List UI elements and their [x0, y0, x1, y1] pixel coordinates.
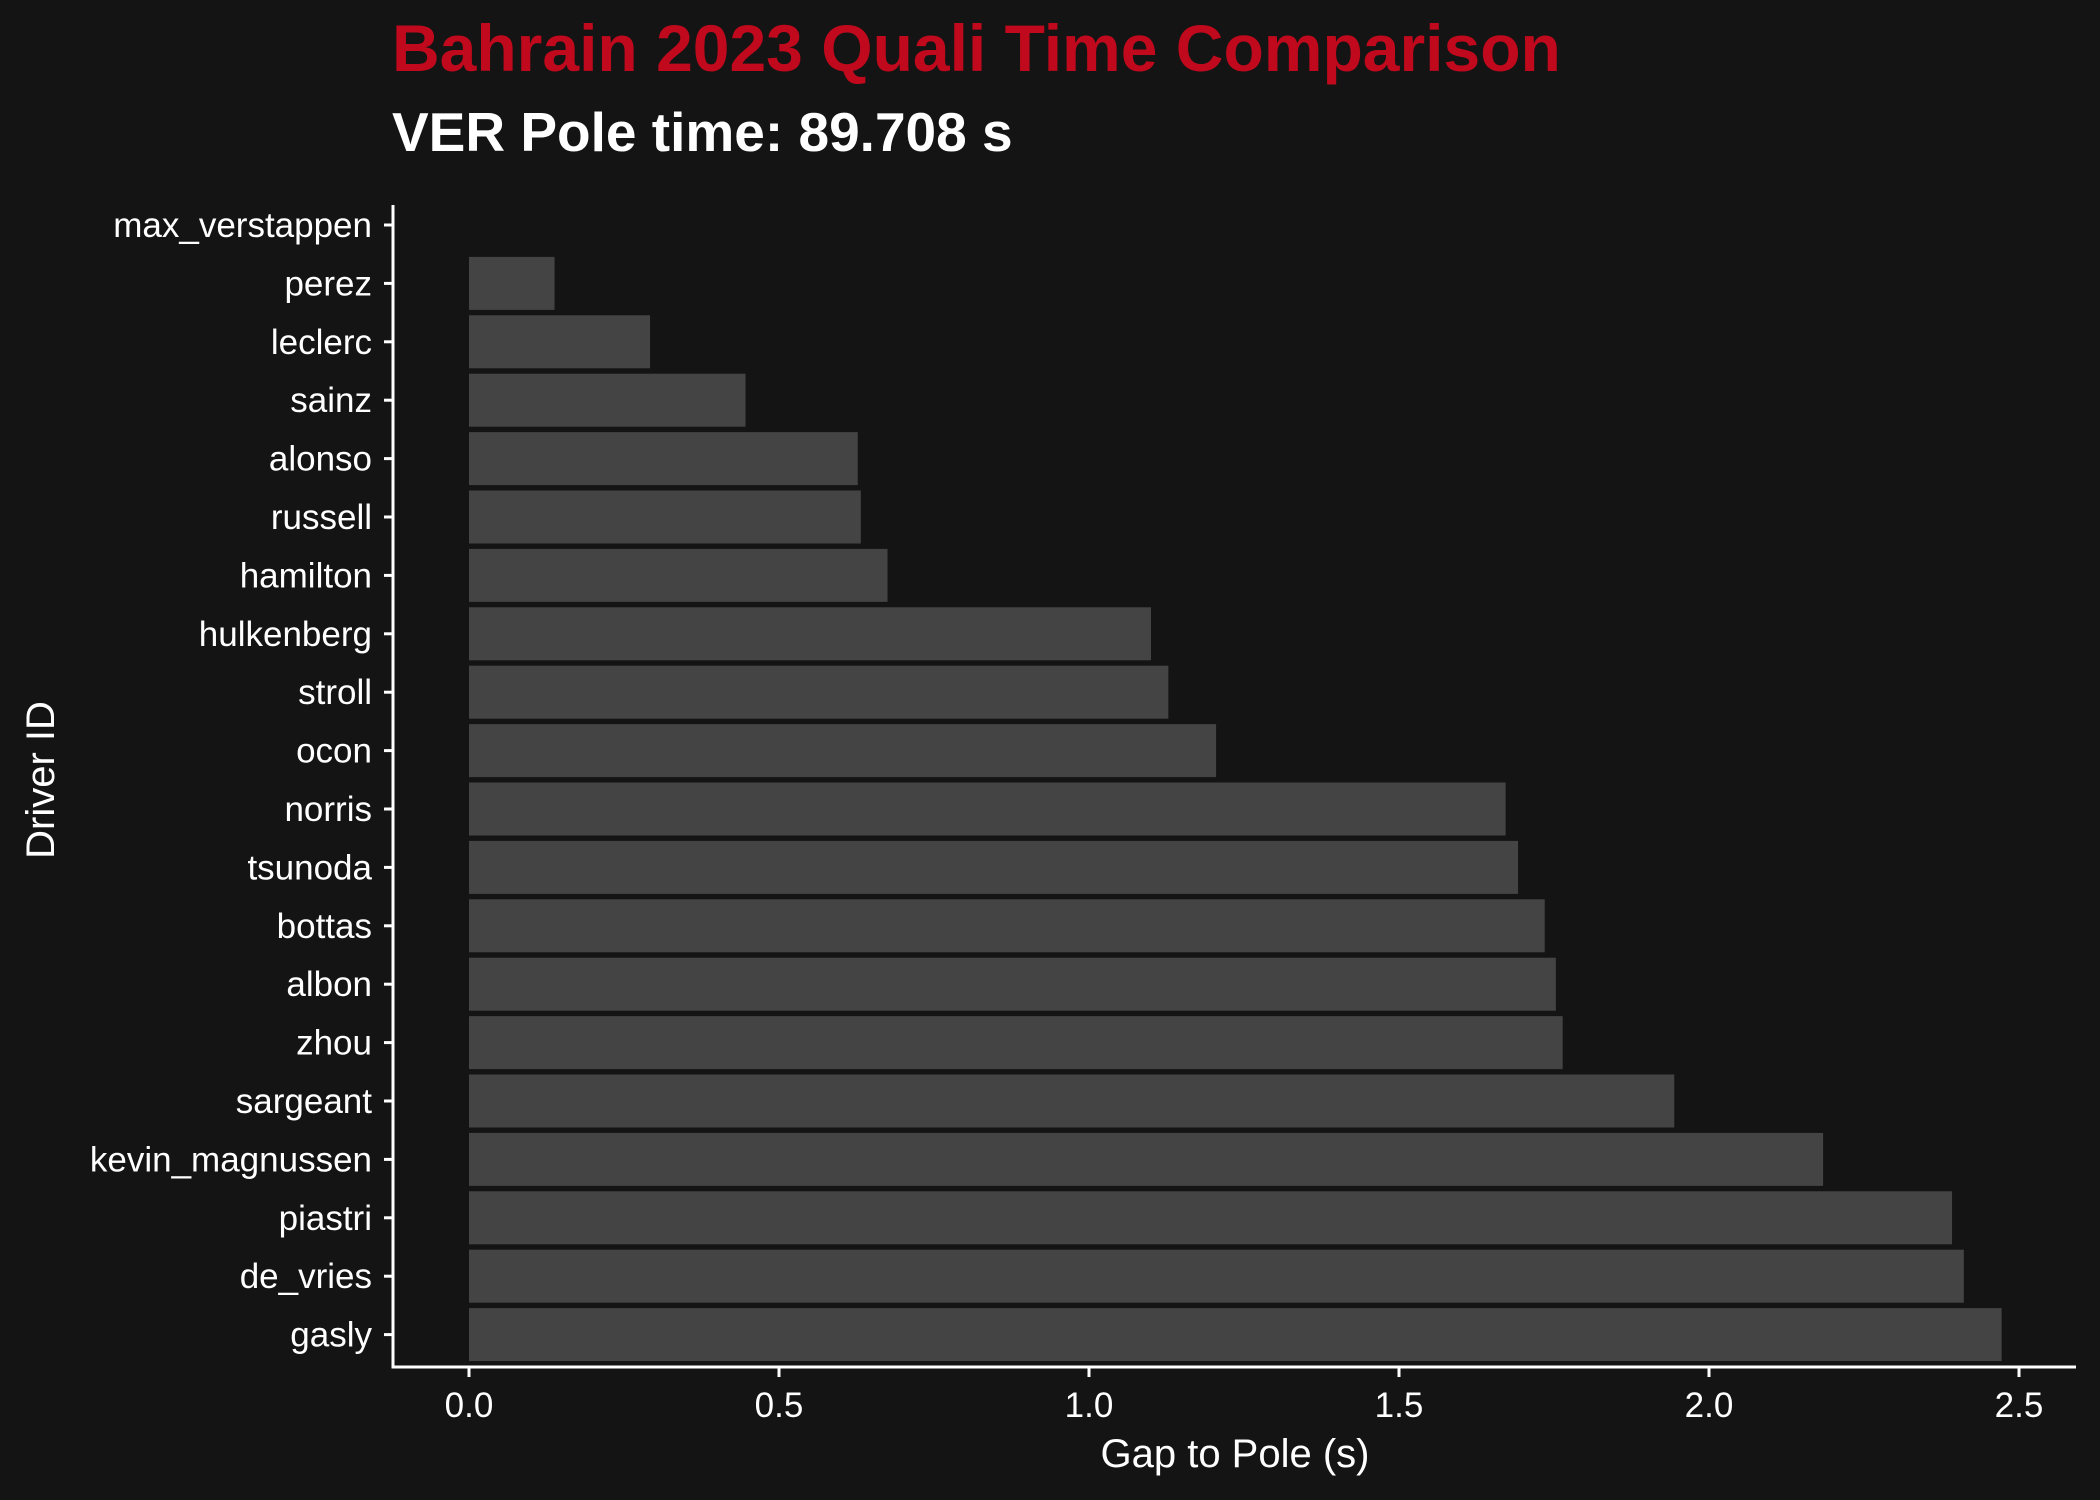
y-tick-label: hamilton	[240, 556, 372, 595]
bar-ocon	[469, 724, 1217, 778]
x-tick-label: 0.5	[755, 1386, 804, 1425]
y-tick-label: tsunoda	[247, 848, 372, 887]
y-tick-label: alonso	[269, 440, 372, 479]
bar-russell	[469, 490, 861, 544]
bar-hamilton	[469, 548, 888, 602]
y-tick-label: leclerc	[271, 323, 372, 362]
bar-leclerc	[469, 315, 651, 369]
bar-de_vries	[469, 1249, 1964, 1303]
y-tick-label: gasly	[290, 1316, 372, 1355]
x-axis-title: Gap to Pole (s)	[1100, 1432, 1369, 1476]
y-tick-label: hulkenberg	[199, 615, 372, 654]
bar-zhou	[469, 1016, 1563, 1070]
bar-sainz	[469, 373, 746, 427]
y-tick-label: ocon	[296, 732, 372, 771]
y-tick-label: stroll	[298, 673, 372, 712]
bar-tsunoda	[469, 840, 1519, 894]
x-tick-label: 2.0	[1685, 1386, 1734, 1425]
y-tick-label: russell	[271, 498, 372, 537]
x-tick-label: 1.5	[1375, 1386, 1424, 1425]
bar-perez	[469, 256, 555, 310]
y-tick-label: albon	[286, 965, 372, 1004]
x-tick-label: 2.5	[1995, 1386, 2044, 1425]
x-tick-label: 0.0	[445, 1386, 494, 1425]
bar-albon	[469, 957, 1556, 1011]
y-axis-title: Driver ID	[19, 701, 63, 859]
y-tick-label: max_verstappen	[113, 206, 372, 245]
bar-hulkenberg	[469, 607, 1151, 661]
y-tick-label: zhou	[296, 1024, 372, 1063]
bar-piastri	[469, 1191, 1953, 1245]
y-tick-label: norris	[284, 790, 372, 829]
bar-alonso	[469, 432, 858, 486]
y-tick-label: bottas	[277, 907, 372, 946]
bar-gasly	[469, 1308, 2002, 1362]
y-tick-label: sainz	[290, 381, 372, 420]
bar-norris	[469, 782, 1506, 836]
x-tick-label: 1.0	[1065, 1386, 1114, 1425]
bar-sargeant	[469, 1074, 1675, 1128]
bar-stroll	[469, 665, 1169, 719]
y-tick-label: kevin_magnussen	[90, 1140, 372, 1179]
y-tick-label: piastri	[279, 1199, 372, 1238]
chart-title: Bahrain 2023 Quali Time Comparison	[392, 11, 1561, 85]
y-tick-label: sargeant	[236, 1082, 372, 1121]
y-tick-label: de_vries	[240, 1257, 372, 1296]
y-tick-label: perez	[284, 264, 372, 303]
bar-bottas	[469, 899, 1545, 953]
chart-subtitle: VER Pole time: 89.708 s	[392, 101, 1013, 163]
bar-kevin_magnussen	[469, 1132, 1824, 1186]
